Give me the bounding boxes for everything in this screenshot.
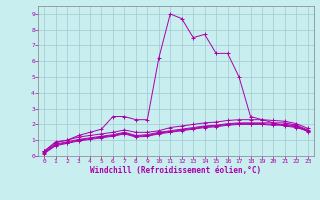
X-axis label: Windchill (Refroidissement éolien,°C): Windchill (Refroidissement éolien,°C): [91, 166, 261, 175]
